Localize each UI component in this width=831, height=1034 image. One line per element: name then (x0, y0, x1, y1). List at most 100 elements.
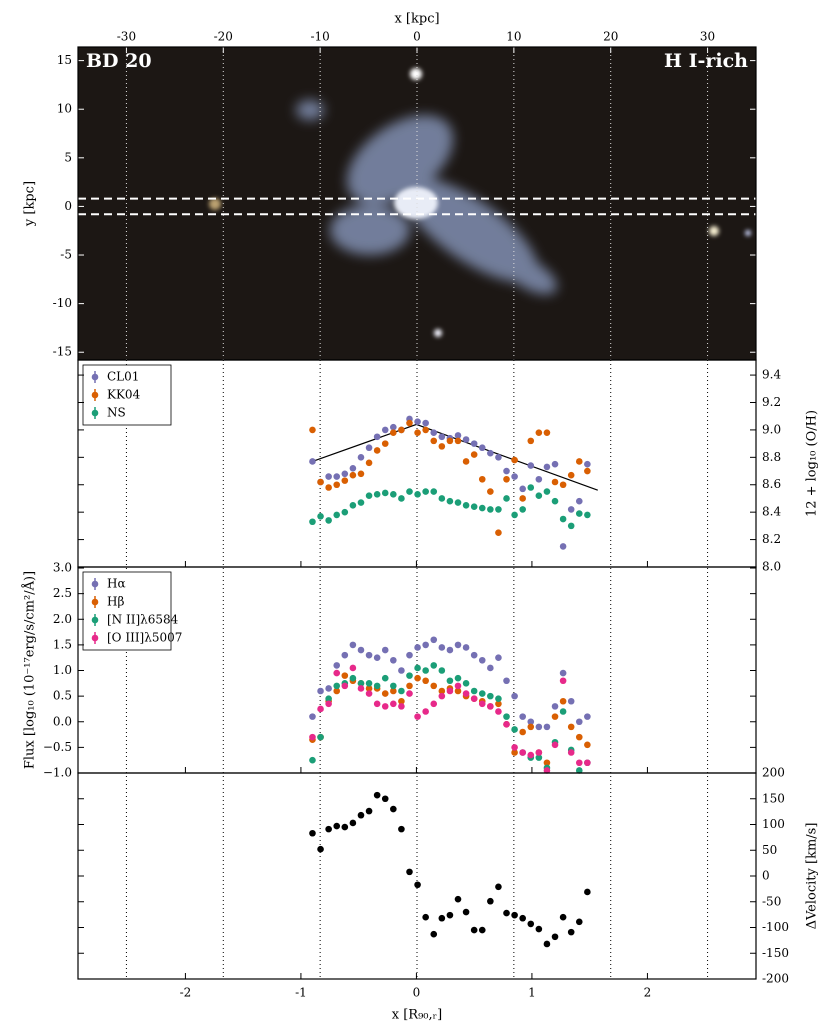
data-point (527, 462, 535, 469)
data-point (446, 911, 454, 919)
data-point (527, 751, 535, 759)
y-tick-label: 3.0 (53, 561, 72, 575)
data-point (438, 667, 446, 674)
data-point (341, 651, 349, 659)
data-point (478, 700, 486, 708)
data-point (543, 463, 551, 471)
data-point (495, 700, 502, 708)
y-axis-title: y [kpc] (23, 181, 38, 227)
data-point (503, 467, 510, 475)
data-point (559, 677, 567, 685)
data-point (349, 641, 357, 649)
y-tick-label: 15 (57, 53, 72, 67)
data-point (511, 473, 518, 480)
x-axis-title: x [R₉₀,ᵣ] (392, 1008, 442, 1023)
data-point (406, 868, 413, 876)
y-tick-label: -15 (53, 345, 72, 359)
data-point (325, 700, 332, 708)
data-point (325, 825, 332, 833)
data-point (309, 713, 316, 720)
data-point (333, 669, 341, 677)
data-point (559, 515, 567, 523)
legend-label: Hβ (107, 595, 124, 609)
y-tick-label: -100 (762, 920, 789, 934)
data-point (357, 470, 365, 478)
data-point (341, 672, 349, 679)
data-point (575, 759, 583, 767)
data-point (495, 506, 502, 513)
data-point (357, 646, 365, 654)
data-point (584, 460, 591, 468)
data-point (543, 723, 551, 731)
data-point (551, 713, 559, 720)
data-point (470, 651, 478, 659)
data-point (567, 506, 575, 513)
data-point (422, 419, 429, 427)
data-point (381, 426, 389, 434)
data-point (454, 499, 462, 506)
data-point (414, 713, 421, 720)
data-point (349, 502, 357, 509)
data-point (487, 506, 494, 513)
data-point (333, 687, 341, 695)
data-point (511, 726, 518, 733)
x-tick-label: 1 (528, 986, 536, 1000)
data-point (365, 680, 373, 687)
data-point (575, 497, 583, 505)
data-point (511, 511, 518, 519)
data-point (454, 682, 462, 690)
data-point (470, 695, 478, 702)
data-point (519, 506, 526, 513)
data-point (438, 644, 446, 651)
data-point (341, 508, 349, 516)
y-tick-label: 2.5 (53, 586, 72, 600)
data-point (575, 510, 583, 517)
data-point (438, 914, 446, 922)
data-point (373, 700, 381, 708)
data-point (462, 502, 470, 509)
panel-frame (77, 359, 757, 568)
y-tick-label: 8.0 (762, 560, 781, 574)
data-point (584, 741, 591, 749)
data-point (487, 703, 494, 710)
data-point (478, 475, 486, 483)
data-point (575, 718, 583, 726)
data-point (317, 478, 324, 486)
data-point (567, 471, 575, 479)
data-point (422, 426, 429, 434)
legend-marker (91, 409, 99, 417)
data-point (559, 543, 567, 550)
data-point (357, 454, 365, 461)
y-tick-label: 9.4 (762, 368, 781, 382)
data-point (575, 733, 583, 741)
data-point (365, 685, 373, 692)
data-point (454, 432, 462, 439)
legend-marker (91, 598, 99, 606)
data-point (414, 881, 421, 889)
y-tick-label: 10 (57, 102, 72, 116)
data-point (390, 687, 397, 695)
data-point (551, 933, 559, 941)
data-point (454, 641, 462, 649)
data-point (495, 883, 502, 891)
data-point (559, 481, 567, 489)
y-tick-label: -5 (60, 248, 72, 262)
y-tick-label: 8.6 (762, 477, 781, 491)
data-point (438, 687, 446, 695)
y-tick-label: 8.4 (762, 505, 781, 519)
y-axis-title: 12 + log₁₀ (O/H) (805, 410, 820, 517)
data-point (390, 656, 397, 664)
data-point (309, 829, 316, 837)
data-point (333, 662, 341, 669)
data-point (341, 823, 349, 831)
data-point (430, 682, 438, 690)
data-point (543, 429, 551, 436)
data-point (559, 697, 567, 705)
y-tick-label: 9.0 (762, 422, 781, 436)
data-point (584, 511, 591, 519)
data-point (317, 733, 324, 741)
y-tick-label: −1.0 (43, 766, 72, 780)
data-point (567, 522, 575, 530)
data-point (511, 911, 518, 919)
data-point (511, 744, 518, 751)
